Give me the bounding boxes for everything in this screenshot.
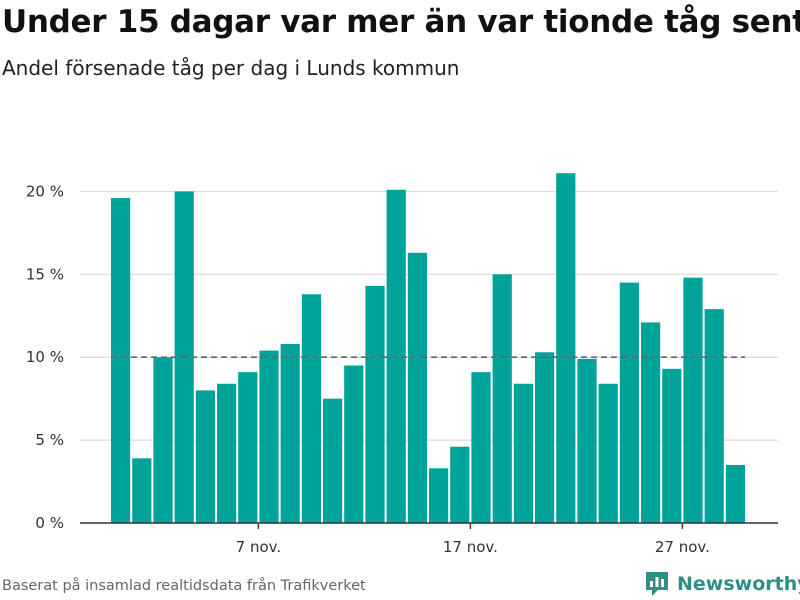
y-tick-label: 5 % (35, 431, 64, 449)
bar (450, 446, 470, 523)
y-tick-label: 20 % (26, 182, 64, 200)
bar (280, 343, 300, 523)
axes (80, 522, 778, 529)
bar (407, 252, 427, 523)
chart-title: Under 15 dagar var mer än var tionde tåg… (2, 4, 800, 40)
bar (577, 358, 597, 523)
x-tick-label: 27 nov. (655, 538, 710, 556)
bar (471, 372, 491, 523)
bar (301, 294, 321, 523)
bar (683, 277, 703, 523)
y-tick-label: 0 % (35, 514, 64, 532)
x-tick-labels: 7 nov. 17 nov. 27 nov. (236, 538, 710, 556)
bar (662, 368, 682, 523)
bar (556, 173, 576, 523)
bar (704, 309, 724, 523)
bar (365, 285, 385, 523)
x-tick-label: 7 nov. (236, 538, 281, 556)
bar (344, 365, 364, 523)
y-tick-label: 15 % (26, 265, 64, 283)
x-tick-label: 17 nov. (443, 538, 498, 556)
bar (111, 198, 131, 523)
bar (323, 398, 343, 523)
brand-logo: Newsworthy (644, 569, 800, 599)
brand-name: Newsworthy (677, 573, 800, 595)
bar-chart-logo-icon (646, 572, 668, 596)
bar (195, 390, 215, 523)
bar (513, 383, 533, 523)
source-note: Baserat på insamlad realtidsdata från Tr… (2, 578, 366, 594)
bar (238, 372, 258, 523)
bar (725, 464, 745, 523)
y-tick-label: 10 % (26, 348, 64, 366)
bar (619, 282, 639, 523)
bar (535, 352, 555, 523)
bars (111, 173, 745, 523)
bar (132, 458, 152, 523)
y-tick-labels: 0 % 5 % 10 % 15 % 20 % (26, 182, 64, 532)
chart-subtitle: Andel försenade tåg per dag i Lunds komm… (2, 56, 460, 80)
bar (386, 189, 406, 523)
bar (153, 357, 173, 523)
bar (492, 274, 512, 523)
bar (641, 322, 661, 523)
bar (598, 383, 618, 523)
bar (259, 350, 279, 523)
bar (429, 468, 449, 523)
bar (217, 383, 237, 523)
